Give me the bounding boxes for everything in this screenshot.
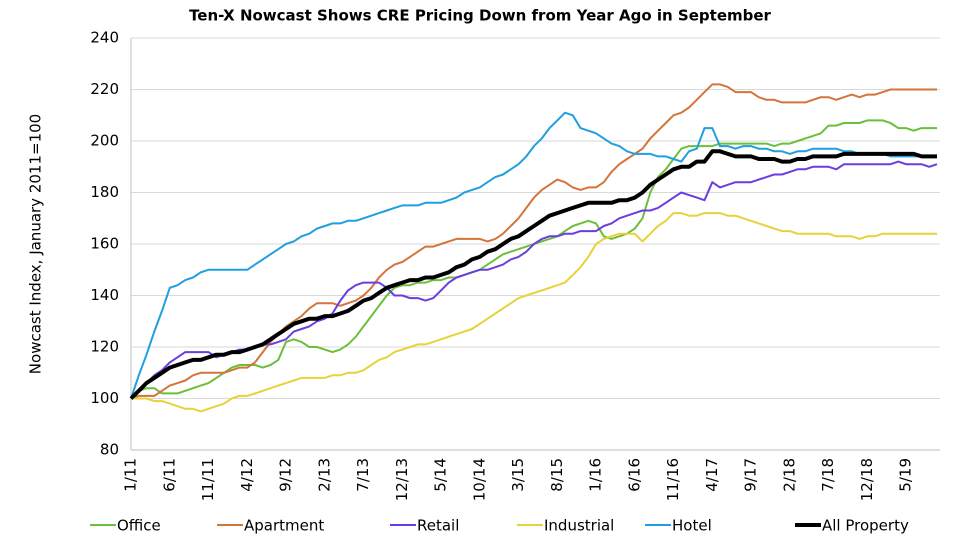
x-tick-label: 9/17 bbox=[742, 458, 760, 492]
y-tick-label: 180 bbox=[90, 183, 119, 201]
x-tick-label: 8/15 bbox=[548, 458, 566, 492]
x-tick-label: 11/11 bbox=[199, 458, 217, 501]
x-tick-label: 6/11 bbox=[160, 458, 178, 492]
series-line bbox=[130, 119, 937, 400]
y-tick-label: 120 bbox=[90, 338, 119, 356]
x-tick-label: 12/18 bbox=[858, 458, 876, 501]
legend-label: Office bbox=[117, 517, 161, 535]
x-tick-label: 9/12 bbox=[277, 458, 295, 492]
legend-label: Retail bbox=[417, 517, 459, 535]
x-tick-label: 7/13 bbox=[354, 458, 372, 492]
y-axis-title: Nowcast Index, January 2011=100 bbox=[27, 114, 45, 374]
legend-label: All Property bbox=[822, 517, 909, 535]
series-line bbox=[131, 212, 937, 413]
x-tick-label: 1/16 bbox=[587, 458, 605, 492]
x-tick-label: 3/15 bbox=[509, 458, 527, 492]
legend-label: Hotel bbox=[672, 517, 712, 535]
y-tick-label: 80 bbox=[100, 441, 119, 459]
y-tick-label: 100 bbox=[90, 389, 119, 407]
x-tick-label: 5/14 bbox=[432, 458, 450, 492]
x-tick-label: 2/18 bbox=[780, 458, 798, 492]
y-tick-label: 140 bbox=[90, 286, 119, 304]
y-tick-label: 200 bbox=[90, 132, 119, 150]
x-tick-label: 5/19 bbox=[897, 458, 915, 492]
x-tick-label: 1/11 bbox=[122, 458, 140, 492]
x-tick-label: 6/16 bbox=[625, 458, 643, 492]
x-tick-label: 11/16 bbox=[664, 458, 682, 501]
x-tick-label: 12/13 bbox=[393, 458, 411, 501]
chart-title: Ten-X Nowcast Shows CRE Pricing Down fro… bbox=[189, 7, 771, 25]
y-tick-label: 220 bbox=[90, 80, 119, 98]
x-tick-label: 2/13 bbox=[315, 458, 333, 492]
x-tick-label: 10/14 bbox=[470, 458, 488, 501]
legend-label: Industrial bbox=[544, 517, 614, 535]
x-tick-label: 7/18 bbox=[819, 458, 837, 492]
y-tick-label: 160 bbox=[90, 235, 119, 253]
x-tick-label: 4/17 bbox=[703, 458, 721, 492]
x-tick-label: 4/12 bbox=[238, 458, 256, 492]
series-line bbox=[129, 149, 937, 400]
y-tick-label: 240 bbox=[90, 29, 119, 47]
series-line bbox=[130, 83, 937, 400]
legend-label: Apartment bbox=[244, 517, 324, 535]
series-line bbox=[130, 111, 937, 399]
